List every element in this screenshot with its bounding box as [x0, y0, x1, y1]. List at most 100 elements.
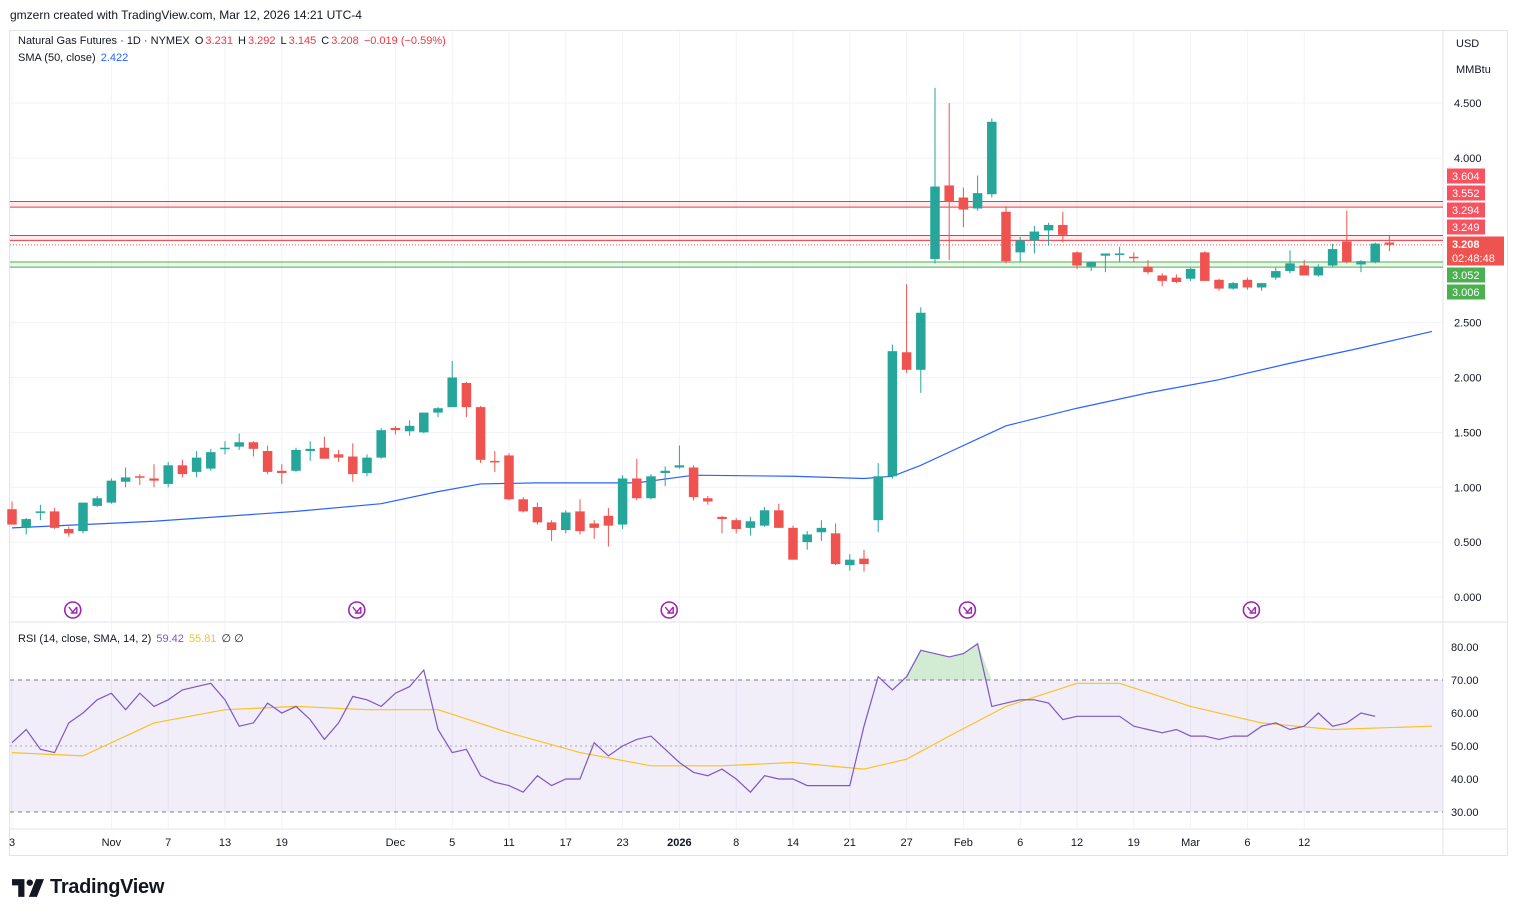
candle-body: [1086, 262, 1096, 267]
rsi-overbought-fill: [906, 643, 992, 680]
price-axis-label-bg: [1447, 168, 1485, 184]
rsi-line: [11, 642, 1376, 794]
event-marker-arrow-icon: [664, 606, 674, 614]
candle-body: [106, 480, 117, 503]
time-tick-label: 8: [733, 837, 739, 849]
candle-body: [1228, 283, 1238, 289]
price-tick-label: 0.000: [1454, 592, 1482, 604]
candle-body: [788, 527, 798, 560]
candle-body: [1271, 271, 1281, 278]
candle-body: [1114, 253, 1125, 255]
candle-body: [163, 465, 173, 484]
price-axis-label-bg: [1447, 250, 1504, 266]
legend-close-label: C: [321, 35, 330, 47]
candle-body: [78, 502, 88, 532]
price-axis-label: 3.249: [1452, 222, 1480, 234]
candle-body: [1072, 252, 1082, 266]
event-marker-icon: [64, 601, 82, 619]
candle-body: [333, 454, 344, 458]
price-axis-label-bg: [1447, 219, 1485, 235]
candle-body: [1143, 266, 1153, 273]
candle-body: [745, 521, 756, 528]
price-axis-label: 3.006: [1452, 287, 1480, 299]
candle-body: [987, 121, 997, 195]
candle-body: [603, 515, 614, 526]
rsi-tick-label: 50.00: [1451, 741, 1479, 753]
rsi-ma-legend-value: 55.81: [188, 633, 217, 645]
price-axis-label-bg: [1447, 202, 1485, 218]
chart-credit: gmzern created with TradingView.com, Mar…: [10, 8, 362, 22]
tradingview-logo-icon: [12, 878, 44, 897]
currency-measure[interactable]: MMBtu: [1456, 64, 1491, 76]
candle-body: [1285, 263, 1295, 272]
candle-body: [617, 478, 628, 525]
rsi-legend-extra: ∅ ∅: [221, 633, 244, 645]
candle-body: [717, 516, 727, 520]
candle-body: [475, 407, 486, 460]
candle-body: [305, 448, 315, 452]
candle-body: [916, 312, 926, 370]
candle-body: [277, 470, 287, 473]
time-tick-label: Nov: [102, 837, 122, 849]
time-tick-label: 23: [616, 837, 628, 849]
legend-open-label: O: [194, 35, 204, 47]
candle-body: [1157, 275, 1167, 281]
candle-body: [930, 186, 940, 259]
candle-body: [561, 512, 571, 531]
candle-body: [35, 511, 46, 513]
candle-body: [220, 447, 230, 450]
rsi-ma-line: [11, 682, 1433, 770]
candle-body: [7, 509, 17, 525]
candle-body: [419, 412, 429, 433]
price-axis-label-bg: [1447, 284, 1485, 300]
rsi-tick-label: 60.00: [1451, 708, 1479, 720]
price-tick-label: 1.500: [1454, 427, 1482, 439]
candle-body: [873, 476, 883, 521]
candle-body: [944, 185, 954, 202]
candle-body: [1214, 279, 1224, 289]
time-tick-label: Dec: [386, 837, 406, 849]
candle-body: [291, 449, 301, 471]
event-marker-arrow-icon: [352, 606, 362, 614]
time-tick-label: 21: [844, 837, 856, 849]
candle-body: [674, 465, 685, 468]
time-tick-label: 13: [219, 837, 231, 849]
candle-body: [703, 498, 713, 502]
rsi-tick-label: 30.00: [1451, 807, 1479, 819]
candle-body: [1029, 231, 1040, 241]
candle-body: [1001, 211, 1011, 262]
candle-body: [319, 447, 330, 459]
price-axis-label: 3.294: [1452, 205, 1480, 217]
candle-body: [575, 511, 585, 532]
candle-body: [845, 559, 855, 566]
candle-body: [149, 478, 159, 481]
time-tick-label: 11: [503, 837, 514, 849]
time-tick-label: 19: [1128, 837, 1140, 849]
candle-body: [731, 520, 741, 529]
tradingview-logo-text: TradingView: [50, 876, 165, 898]
candle-body: [177, 465, 188, 475]
candle-body: [859, 558, 869, 565]
legend-change: −0.019 (−0.59%): [363, 35, 446, 47]
rsi-tick-label: 40.00: [1451, 774, 1479, 786]
price-axis-label: 02:48:48: [1452, 253, 1495, 265]
time-tick-label: 27: [900, 837, 912, 849]
candle-body: [64, 528, 74, 534]
price-axis-label-bg: [1447, 185, 1485, 201]
rsi-legend-value: 59.42: [156, 633, 184, 645]
tradingview-logo[interactable]: TradingView: [12, 876, 164, 899]
candle-body: [830, 533, 841, 565]
legend-open: 3.231: [205, 35, 233, 47]
candle-body: [21, 519, 31, 528]
candle-body: [390, 427, 401, 431]
sma-legend: SMA (50, close) 2.422: [18, 52, 130, 64]
price-axis-label: 3.052: [1452, 270, 1480, 282]
candle-body: [49, 511, 60, 528]
price-tick-label: 4.500: [1454, 98, 1482, 110]
currency-unit[interactable]: USD: [1456, 38, 1480, 50]
candle-body: [191, 457, 202, 472]
price-tick-label: 2.000: [1454, 373, 1482, 385]
candle-body: [1384, 242, 1395, 245]
price-axis-label-bg: [1447, 236, 1504, 252]
